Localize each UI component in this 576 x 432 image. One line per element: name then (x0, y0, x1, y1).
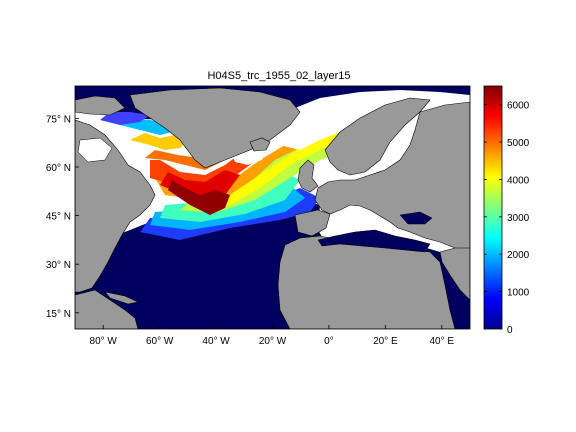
greenland (129, 87, 301, 169)
black-sea (399, 211, 433, 225)
colorbar: 0 1000 2000 3000 4000 5000 6000 (483, 85, 530, 336)
lon-tick-group: 80° W 60° W 40° W 20° W 0° 20° E 40° E (90, 325, 454, 347)
colorbar-tick-label: 5000 (507, 138, 530, 149)
mediterranean-sea (317, 229, 431, 253)
lon-tick-label: 20° E (373, 336, 398, 347)
hudson-bay (77, 137, 113, 163)
british-isles (297, 159, 319, 193)
north-america (75, 119, 156, 293)
plot-title: H04S5_trc_1955_02_layer15 (207, 70, 350, 82)
colorbar-tick-label: 0 (507, 325, 513, 336)
land-masses (75, 87, 470, 329)
lon-tick-label: 40° W (202, 336, 230, 347)
colorbar-tick-label: 3000 (507, 213, 530, 224)
lon-tick-label: 20° W (259, 336, 287, 347)
lat-tick-group: 75° N 60° N 45° N 30° N 15° N (46, 114, 79, 320)
central-america (75, 289, 139, 329)
scandinavia (324, 97, 431, 176)
colorbar-tick-label: 4000 (507, 175, 530, 186)
lon-tick-label: 60° W (146, 336, 174, 347)
lon-tick-label: 40° E (429, 336, 454, 347)
colorbar-tick-label: 1000 (507, 288, 530, 299)
cuba (104, 291, 139, 305)
lat-tick-label: 15° N (46, 309, 71, 320)
lon-tick-label: 0° (324, 336, 334, 347)
lat-tick-label: 45° N (46, 212, 71, 223)
eurasia (314, 101, 470, 251)
iceland (249, 137, 271, 152)
lat-tick-label: 30° N (46, 260, 71, 271)
colorbar-tick-group: 0 1000 2000 3000 4000 5000 6000 (484, 101, 530, 336)
colorbar-tick-label: 6000 (507, 101, 530, 112)
iberia (294, 209, 331, 237)
map-panel: 80° W 60° W 40° W 20° W 0° 20° E 40° E 75° N 60… (46, 85, 471, 347)
lat-tick-label: 60° N (46, 163, 71, 174)
lon-tick-label: 80° W (90, 336, 118, 347)
colorbar-tick-label: 2000 (507, 250, 530, 261)
lat-tick-label: 75° N (46, 114, 71, 125)
canadian-islands (75, 95, 126, 116)
colorbar-scale (483, 85, 503, 330)
arabia (439, 247, 470, 301)
